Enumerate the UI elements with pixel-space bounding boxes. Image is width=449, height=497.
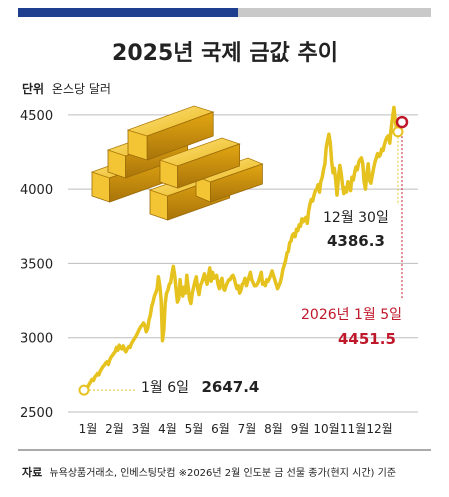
- x-tick-label: 2월: [105, 422, 124, 436]
- start-value: 2647.4: [201, 378, 259, 396]
- x-tick-labels: 1월 2월 3월 4월 5월 6월 7월 8월 9월 10월 11월 12월: [79, 422, 393, 436]
- dec30-point-marker: [392, 126, 404, 138]
- source-label: 자료: [22, 465, 42, 479]
- gold-bars-icon: [90, 105, 264, 221]
- y-tick-label: 3500: [20, 257, 53, 272]
- header-bar-right: [238, 8, 431, 17]
- start-point-marker: [78, 384, 90, 396]
- x-tick-label: 12월: [366, 422, 392, 436]
- x-tick-label: 7월: [238, 422, 257, 436]
- y-tick-label: 4500: [20, 109, 53, 124]
- series-line: [82, 105, 404, 392]
- header-bar-left: [18, 8, 238, 17]
- x-tick-label: 10월: [313, 422, 339, 436]
- unit-label: 단위: [22, 81, 44, 96]
- jan5-date: 2026년 1월 5일: [301, 307, 402, 323]
- start-date: 1월 6일: [141, 380, 189, 396]
- x-tick-label: 3월: [132, 422, 151, 436]
- gold-bar: [126, 105, 215, 161]
- dec30-date: 12월 30일: [323, 210, 389, 226]
- x-tick-label: 5월: [185, 422, 204, 436]
- y-tick-label: 3000: [20, 332, 53, 347]
- y-tick-labels: 2500 3000 3500 4000 4500: [20, 109, 53, 421]
- dec30-value: 4386.3: [327, 232, 385, 250]
- x-tick-label: 4월: [158, 422, 177, 436]
- chart-title: 2025년 국제 금값 추이: [112, 41, 338, 66]
- unit-value: 온스당 달러: [52, 82, 111, 96]
- jan5-point-marker: [395, 115, 409, 129]
- x-tick-label: 1월: [79, 422, 98, 436]
- source-note: 자료 뉴욕상품거래소, 인베스팅닷컴 ※2026년 2월 인도분 금 선물 종가…: [22, 465, 396, 479]
- start-annotation: 1월 6일 2647.4: [141, 378, 259, 396]
- x-tick-label: 6월: [211, 422, 230, 436]
- jan5-value: 4451.5: [338, 330, 396, 348]
- source-text: 뉴욕상품거래소, 인베스팅닷컴 ※2026년 2월 인도분 금 선물 종가(현지…: [49, 467, 396, 479]
- unit-text: 단위 온스당 달러: [22, 81, 111, 96]
- y-tick-label: 4000: [20, 183, 53, 198]
- x-tick-label: 9월: [291, 422, 310, 436]
- x-tick-label: 11월: [340, 422, 366, 436]
- gold-bar: [158, 137, 241, 189]
- y-tick-label: 2500: [20, 406, 53, 421]
- x-tick-label: 8월: [264, 422, 283, 436]
